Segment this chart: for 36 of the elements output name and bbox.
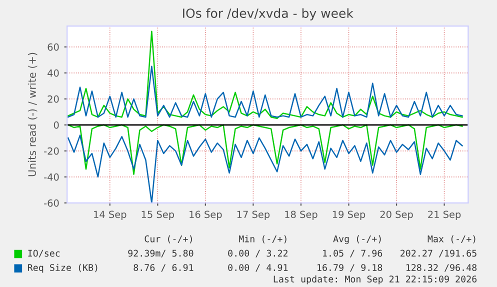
text: Min (-/+) xyxy=(238,235,286,244)
x-tick-label: 16 Sep xyxy=(190,210,222,220)
y-tick-label: 0 xyxy=(54,121,59,129)
y-tick-label: -60 xyxy=(44,199,59,207)
y-tick-label: -20 xyxy=(44,147,59,155)
x-tick-label: 20 Sep xyxy=(380,210,413,220)
x-tick-label: 18 Sep xyxy=(285,210,318,220)
text: Cur (-/+) xyxy=(144,235,192,244)
y-axis-title: Units read (-) / write (+) xyxy=(28,52,38,176)
text: 1.05 / 7.96 xyxy=(323,250,382,258)
text: 0.00 / 4.91 xyxy=(228,264,288,272)
line-series xyxy=(67,66,463,118)
text: Max (-/+) xyxy=(428,235,476,244)
text: 202.27 /191.65 xyxy=(400,250,476,258)
text: 92.39m/ 5.80 xyxy=(128,250,194,258)
text: Avg (-/+) xyxy=(333,235,381,244)
line-series xyxy=(67,124,463,175)
y-tick-label: 60 xyxy=(48,43,59,51)
line-series xyxy=(67,134,463,203)
text: 8.76 / 6.91 xyxy=(134,264,194,272)
y-tick-label: 20 xyxy=(48,95,59,103)
y-tick-label: 40 xyxy=(48,69,59,77)
text: 0.00 / 3.22 xyxy=(228,250,288,258)
x-tick-label: 17 Sep xyxy=(237,210,270,220)
x-tick-label: 14 Sep xyxy=(94,210,126,220)
text: Last update: Mon Sep 21 22:15:09 2026 xyxy=(274,275,477,284)
line-series xyxy=(67,30,463,120)
text: 128.32 /96.48 xyxy=(406,264,477,272)
x-tick-label: 15 Sep xyxy=(142,210,174,220)
text: 16.79 / 9.18 xyxy=(318,264,382,272)
legend-label: IO/sec xyxy=(28,250,60,258)
x-tick-label: 21 Sep xyxy=(428,210,461,220)
x-tick-label: 19 Sep xyxy=(332,210,366,220)
chart-title: IOs for /dev/xvda - by week xyxy=(183,8,354,20)
legend-label: Req Size (KB) xyxy=(28,264,98,273)
y-tick-label: -40 xyxy=(44,173,59,181)
